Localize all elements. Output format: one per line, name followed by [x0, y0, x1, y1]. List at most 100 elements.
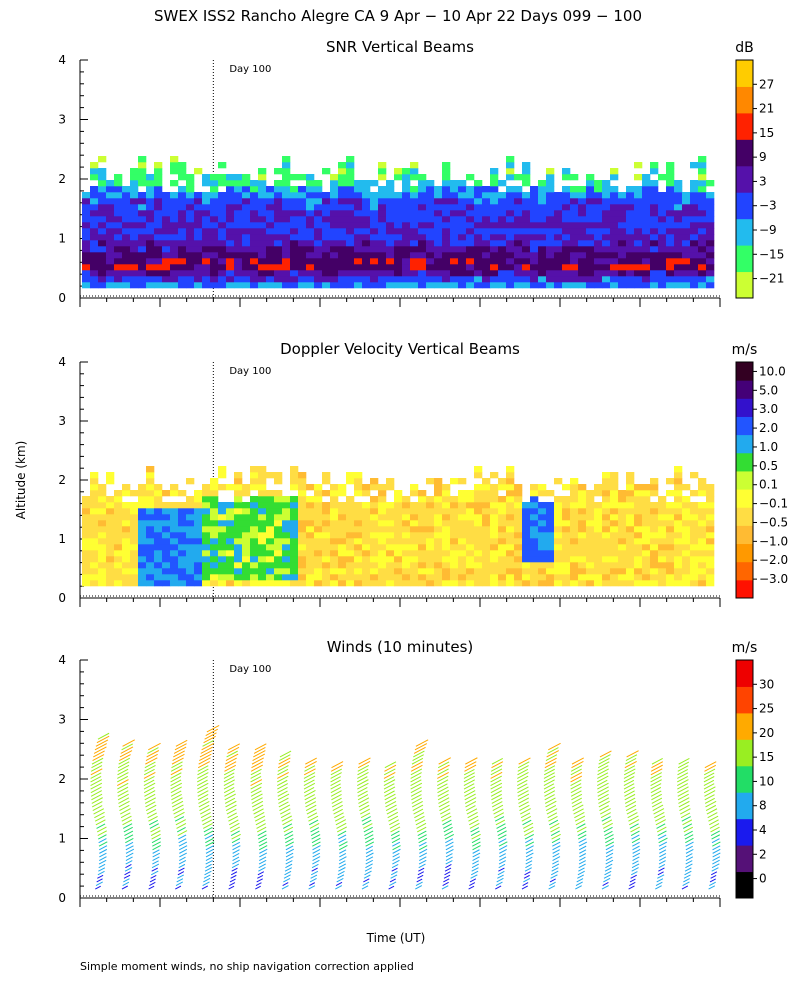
doppler-cell — [466, 496, 475, 503]
wind-barb — [655, 819, 666, 826]
doppler-cell — [658, 568, 667, 575]
snr-cell — [482, 204, 491, 211]
wind-barb — [197, 779, 208, 786]
doppler-cell — [202, 544, 211, 551]
snr-cell — [538, 270, 547, 277]
wind-barb — [152, 856, 160, 861]
wind-barb — [391, 867, 398, 872]
snr-cell — [546, 276, 555, 283]
snr-cell — [210, 282, 219, 289]
snr-cell — [626, 210, 635, 217]
wind-barb — [685, 860, 693, 865]
snr-cell — [562, 246, 571, 253]
wind-barb — [578, 834, 587, 840]
wind-barb — [170, 776, 182, 783]
snr-cell — [330, 222, 339, 229]
snr-cell — [450, 216, 459, 223]
snr-cell — [418, 180, 427, 187]
snr-cell — [138, 168, 147, 175]
snr-cell — [690, 246, 699, 253]
wind-barb — [517, 783, 528, 790]
doppler-cell — [562, 580, 571, 587]
wind-barb — [360, 808, 371, 815]
doppler-cell — [642, 508, 651, 515]
snr-cell — [98, 234, 107, 241]
wind-barb — [151, 833, 161, 840]
wind-barb — [303, 772, 316, 779]
snr-cell — [690, 282, 699, 289]
snr-cell — [122, 282, 131, 289]
doppler-cell — [266, 514, 275, 521]
wind-barb — [389, 878, 396, 883]
winds-colorbar-tick-label: 2 — [759, 847, 767, 861]
doppler-cell — [218, 526, 227, 533]
snr-cell — [402, 168, 411, 175]
doppler-cell — [634, 538, 643, 545]
snr-cell — [698, 162, 707, 169]
doppler-cell — [330, 580, 339, 587]
wind-barb — [525, 841, 535, 847]
snr-cell — [538, 216, 547, 223]
wind-barb — [602, 822, 613, 829]
wind-barb — [392, 852, 400, 858]
doppler-cell — [226, 568, 235, 575]
doppler-cell — [210, 556, 219, 563]
doppler-cell — [138, 574, 147, 581]
wind-barb — [468, 885, 475, 890]
doppler-cell — [282, 532, 291, 539]
snr-cell — [618, 258, 627, 265]
snr-cell — [602, 216, 611, 223]
doppler-cell — [554, 496, 563, 503]
wind-barb — [92, 754, 105, 761]
snr-cell — [218, 180, 227, 187]
wind-barb — [525, 845, 534, 851]
snr-cell — [322, 282, 331, 289]
snr-cell — [402, 216, 411, 223]
doppler-cell — [114, 568, 123, 575]
doppler-cell — [426, 568, 435, 575]
snr-cell — [266, 282, 275, 289]
doppler-cell — [602, 532, 611, 539]
doppler-cell — [370, 544, 379, 551]
doppler-cell — [346, 508, 355, 515]
snr-cell — [314, 264, 323, 271]
snr-cell — [178, 198, 187, 205]
wind-barb — [282, 819, 293, 826]
snr-cell — [346, 168, 355, 175]
wind-barb — [330, 779, 341, 786]
wind-barb — [280, 812, 291, 819]
wind-barb — [632, 852, 641, 858]
winds-colorbar-swatch — [736, 712, 753, 740]
snr-cell — [658, 222, 667, 229]
doppler-cell — [698, 526, 707, 533]
doppler-cell — [474, 574, 483, 581]
doppler-cell — [498, 562, 507, 569]
doppler-cell — [258, 514, 267, 521]
doppler-cell — [522, 532, 531, 539]
wind-barb — [120, 812, 131, 819]
doppler-cell — [658, 514, 667, 521]
wind-barb — [546, 808, 558, 815]
snr-cell — [202, 252, 211, 259]
snr-cell — [258, 180, 267, 187]
doppler-cell — [618, 556, 627, 563]
snr-colorbar-tick-label: −3 — [759, 199, 777, 213]
doppler-cell — [474, 556, 483, 563]
doppler-y-tick-label: 4 — [58, 355, 66, 369]
snr-cell — [706, 276, 715, 283]
snr-cell — [442, 246, 451, 253]
doppler-cell — [546, 526, 555, 533]
doppler-cell — [546, 580, 555, 587]
snr-cell — [602, 222, 611, 229]
doppler-cell — [370, 520, 379, 527]
snr-cell — [314, 246, 323, 253]
wind-barb — [258, 863, 266, 869]
snr-cell — [626, 246, 635, 253]
snr-cell — [282, 198, 291, 205]
wind-barb — [543, 779, 555, 786]
doppler-cell — [234, 514, 243, 521]
doppler-cell — [218, 520, 227, 527]
doppler-cell — [378, 502, 387, 509]
doppler-cell — [410, 562, 419, 569]
doppler-cell — [210, 532, 219, 539]
